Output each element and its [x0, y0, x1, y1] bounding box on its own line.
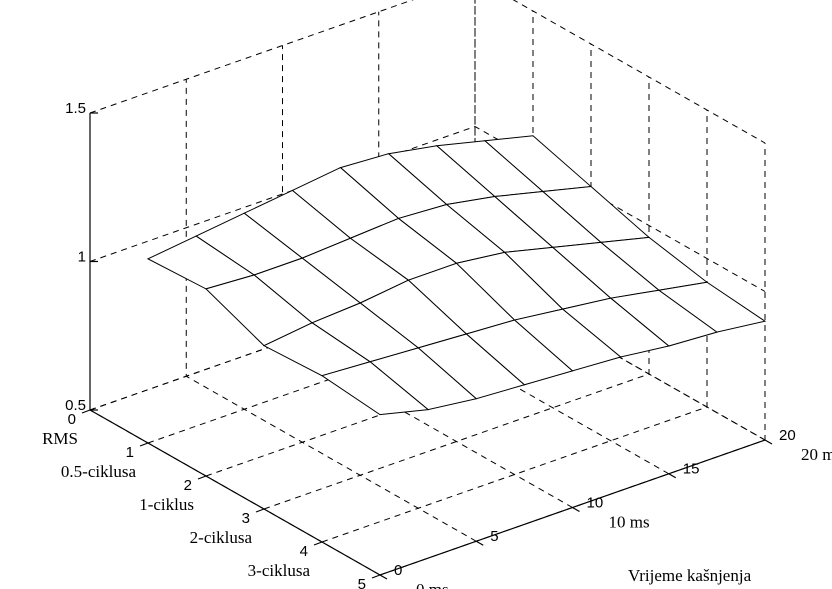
y-axis-title: Vrijeme kašnjenja	[628, 566, 752, 585]
y-category-label: 10 ms	[609, 512, 650, 531]
surface-patch	[320, 361, 430, 416]
x-category-label: 0.5-ciklusa	[61, 462, 137, 481]
x-tick	[255, 508, 265, 513]
y-category-label: 0 ms	[416, 580, 449, 589]
grid-line	[89, 125, 766, 292]
z-tick-label: 1.5	[65, 100, 86, 117]
x-tick-label: 1	[126, 444, 134, 461]
y-category-label: 20 ms	[801, 445, 832, 464]
grid-line	[321, 110, 708, 543]
x-tick	[139, 442, 149, 447]
x-tick	[197, 475, 207, 480]
y-tick	[572, 506, 580, 513]
x-tick-label: 4	[300, 543, 308, 560]
y-tick-label: 20	[779, 427, 796, 444]
y-tick	[379, 574, 388, 580]
grid-line	[263, 77, 650, 510]
y-tick	[668, 473, 677, 479]
x-tick	[81, 409, 91, 414]
x-category-label: RMS	[42, 429, 78, 448]
y-tick	[475, 540, 484, 546]
y-tick-label: 0	[394, 562, 402, 579]
x-tick	[313, 541, 323, 546]
x-tick-label: 3	[242, 510, 250, 527]
x-category-label: 3-ciklusa	[248, 561, 311, 580]
x-tick-label: 2	[184, 477, 192, 494]
grid-line	[89, 0, 766, 144]
x-tick	[371, 574, 381, 579]
x-tick-label: 0	[68, 411, 76, 428]
z-tick-label: 1	[78, 248, 86, 265]
z-tick-label: 0.5	[65, 397, 86, 414]
x-category-label: 1-ciklus	[139, 495, 194, 514]
x-axis	[89, 409, 381, 576]
x-tick-label: 5	[358, 576, 366, 589]
x-category-label: 2-ciklusa	[190, 528, 253, 547]
y-axis	[379, 439, 766, 576]
y-tick-label: 5	[490, 528, 498, 545]
y-tick	[764, 439, 773, 445]
